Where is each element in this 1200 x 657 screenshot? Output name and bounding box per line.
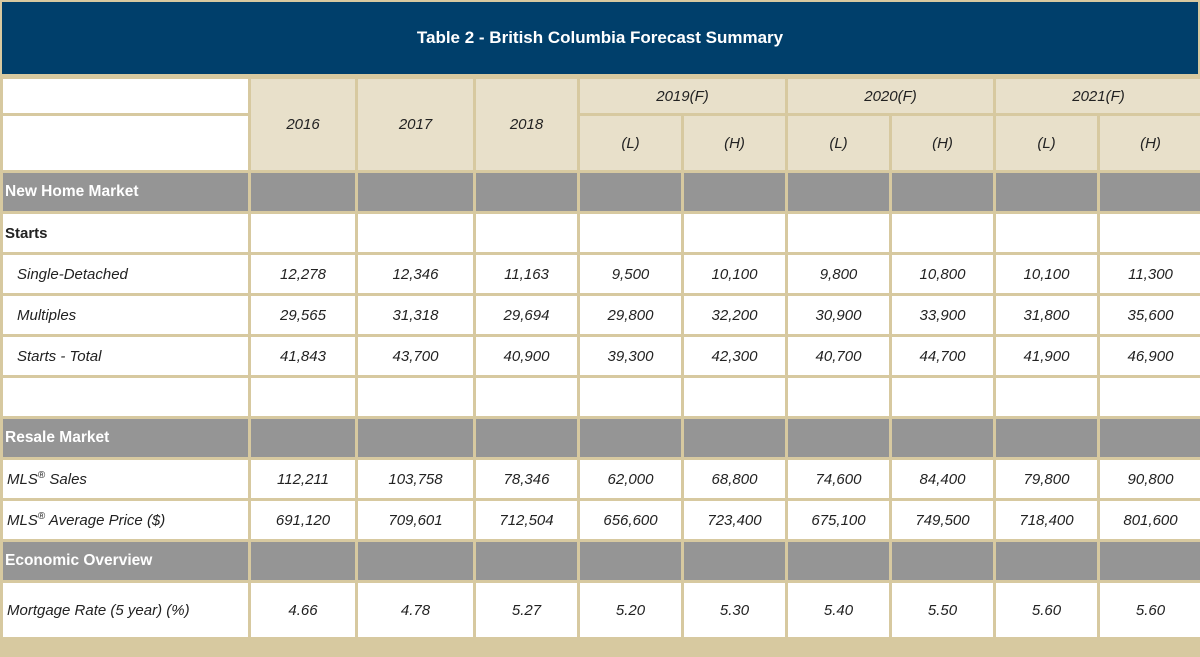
cell-value: 749,500 [892,501,993,539]
year-header-2020f: 2020(F) [788,79,993,113]
cell-value: 10,100 [684,255,785,293]
cell-value: 42,300 [684,337,785,375]
cell-value: 40,900 [476,337,577,375]
table-row-multiples: Multiples 29,565 31,318 29,694 29,800 32… [3,296,1200,334]
header-row-2: (L) (H) (L) (H) (L) (H) [3,116,1200,170]
cell-value: 5.60 [1100,583,1200,637]
cell-value: 32,200 [684,296,785,334]
table-title: Table 2 - British Columbia Forecast Summ… [2,2,1198,74]
cell-value: 10,100 [996,255,1097,293]
cell-value: 5.30 [684,583,785,637]
cell-value: 29,565 [251,296,355,334]
year-header-2017: 2017 [358,79,473,170]
cell-value: 31,800 [996,296,1097,334]
forecast-table: 2016 2017 2018 2019(F) 2020(F) 2021(F) (… [0,76,1200,640]
cell-value: 33,900 [892,296,993,334]
section-title: New Home Market [3,173,248,211]
year-header-2019f: 2019(F) [580,79,785,113]
header-corner-top [3,79,248,113]
cell-value: 9,500 [580,255,681,293]
cell-value: 801,600 [1100,501,1200,539]
cell-value: 675,100 [788,501,889,539]
cell-value: 41,900 [996,337,1097,375]
cell-value: 723,400 [684,501,785,539]
cell-value: 46,900 [1100,337,1200,375]
row-label: Single-Detached [3,255,248,293]
high-header: (H) [892,116,993,170]
row-label: MLS® Average Price ($) [3,501,248,539]
section-title: Economic Overview [3,542,248,580]
cell-value: 112,211 [251,460,355,498]
cell-value: 90,800 [1100,460,1200,498]
cell-value: 12,346 [358,255,473,293]
year-header-2021f: 2021(F) [996,79,1200,113]
row-label: Multiples [3,296,248,334]
cell-value: 709,601 [358,501,473,539]
cell-value: 40,700 [788,337,889,375]
row-label: Mortgage Rate (5 year) (%) [3,583,248,637]
section-row-new-home: New Home Market [3,173,1200,211]
year-header-2016: 2016 [251,79,355,170]
cell-value: 5.50 [892,583,993,637]
cell-value: 35,600 [1100,296,1200,334]
row-label: MLS® Sales [3,460,248,498]
table-row-starts-total: Starts - Total 41,843 43,700 40,900 39,3… [3,337,1200,375]
cell-value: 30,900 [788,296,889,334]
cell-value: 31,318 [358,296,473,334]
cell-value: 718,400 [996,501,1097,539]
cell-value: 29,800 [580,296,681,334]
cell-value: 5.20 [580,583,681,637]
cell-value: 4.66 [251,583,355,637]
cell-value: 5.60 [996,583,1097,637]
high-header: (H) [684,116,785,170]
section-row-economic: Economic Overview [3,542,1200,580]
table-row-mls-sales: MLS® Sales 112,211 103,758 78,346 62,000… [3,460,1200,498]
cell-value: 12,278 [251,255,355,293]
cell-value: 79,800 [996,460,1097,498]
header-corner-bottom [3,116,248,170]
cell-value: 11,300 [1100,255,1200,293]
subheader-title: Starts [3,214,248,252]
low-header: (L) [788,116,889,170]
cell-value: 9,800 [788,255,889,293]
table-row-single-detached: Single-Detached 12,278 12,346 11,163 9,5… [3,255,1200,293]
cell-value: 78,346 [476,460,577,498]
cell-value: 68,800 [684,460,785,498]
cell-value: 103,758 [358,460,473,498]
low-header: (L) [580,116,681,170]
cell-value: 5.40 [788,583,889,637]
cell-value: 712,504 [476,501,577,539]
year-header-2018: 2018 [476,79,577,170]
cell-value: 656,600 [580,501,681,539]
cell-value: 11,163 [476,255,577,293]
cell-value: 44,700 [892,337,993,375]
cell-value: 5.27 [476,583,577,637]
table-row-mls-average-price: MLS® Average Price ($) 691,120 709,601 7… [3,501,1200,539]
table-row-spacer [3,378,1200,416]
cell-value: 41,843 [251,337,355,375]
low-header: (L) [996,116,1097,170]
section-title: Resale Market [3,419,248,457]
section-row-resale: Resale Market [3,419,1200,457]
cell-value: 10,800 [892,255,993,293]
table-row-mortgage-rate: Mortgage Rate (5 year) (%) 4.66 4.78 5.2… [3,583,1200,637]
cell-value: 29,694 [476,296,577,334]
cell-value: 74,600 [788,460,889,498]
row-label: Starts - Total [3,337,248,375]
high-header: (H) [1100,116,1200,170]
cell-value: 691,120 [251,501,355,539]
cell-value: 39,300 [580,337,681,375]
cell-value: 4.78 [358,583,473,637]
subheader-row-starts: Starts [3,214,1200,252]
header-row-1: 2016 2017 2018 2019(F) 2020(F) 2021(F) [3,79,1200,170]
cell-value: 43,700 [358,337,473,375]
cell-value: 62,000 [580,460,681,498]
cell-value: 84,400 [892,460,993,498]
